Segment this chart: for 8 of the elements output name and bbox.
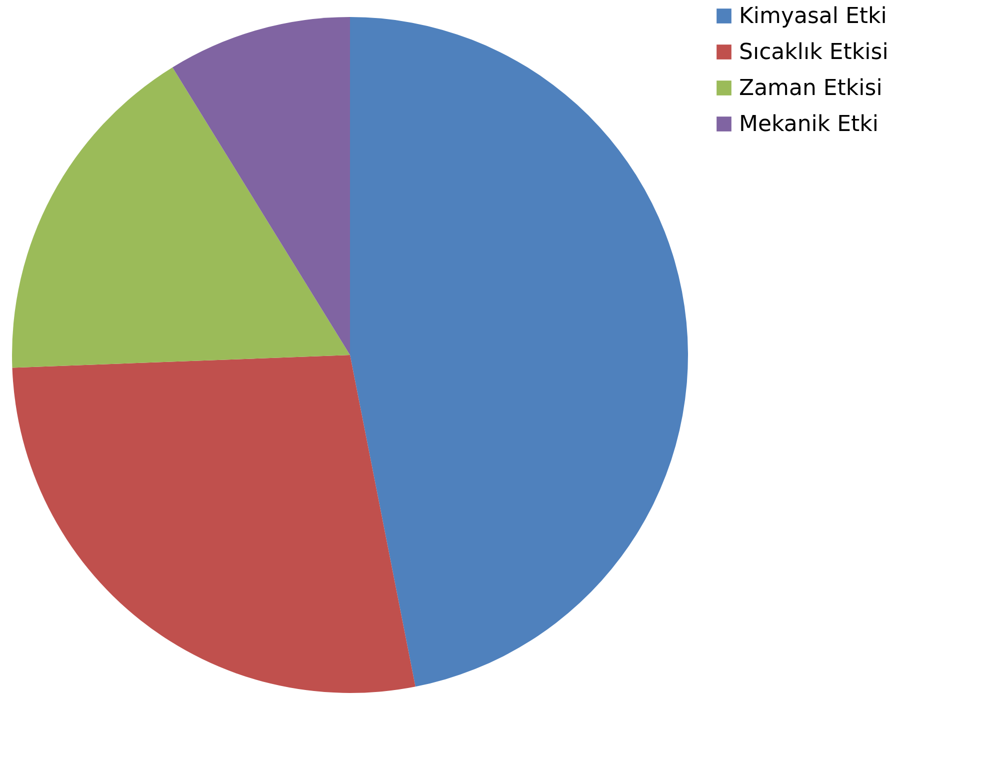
pie-slice [172,17,350,355]
legend-label: Mekanik Etki [739,112,879,137]
pie-slice [12,67,350,368]
legend-label: Kimyasal Etki [739,4,887,29]
legend-label: Sıcaklık Etkisi [739,40,888,65]
legend-label: Zaman Etkisi [739,76,882,101]
pie-slice [12,355,416,693]
pie-slice [350,17,688,687]
